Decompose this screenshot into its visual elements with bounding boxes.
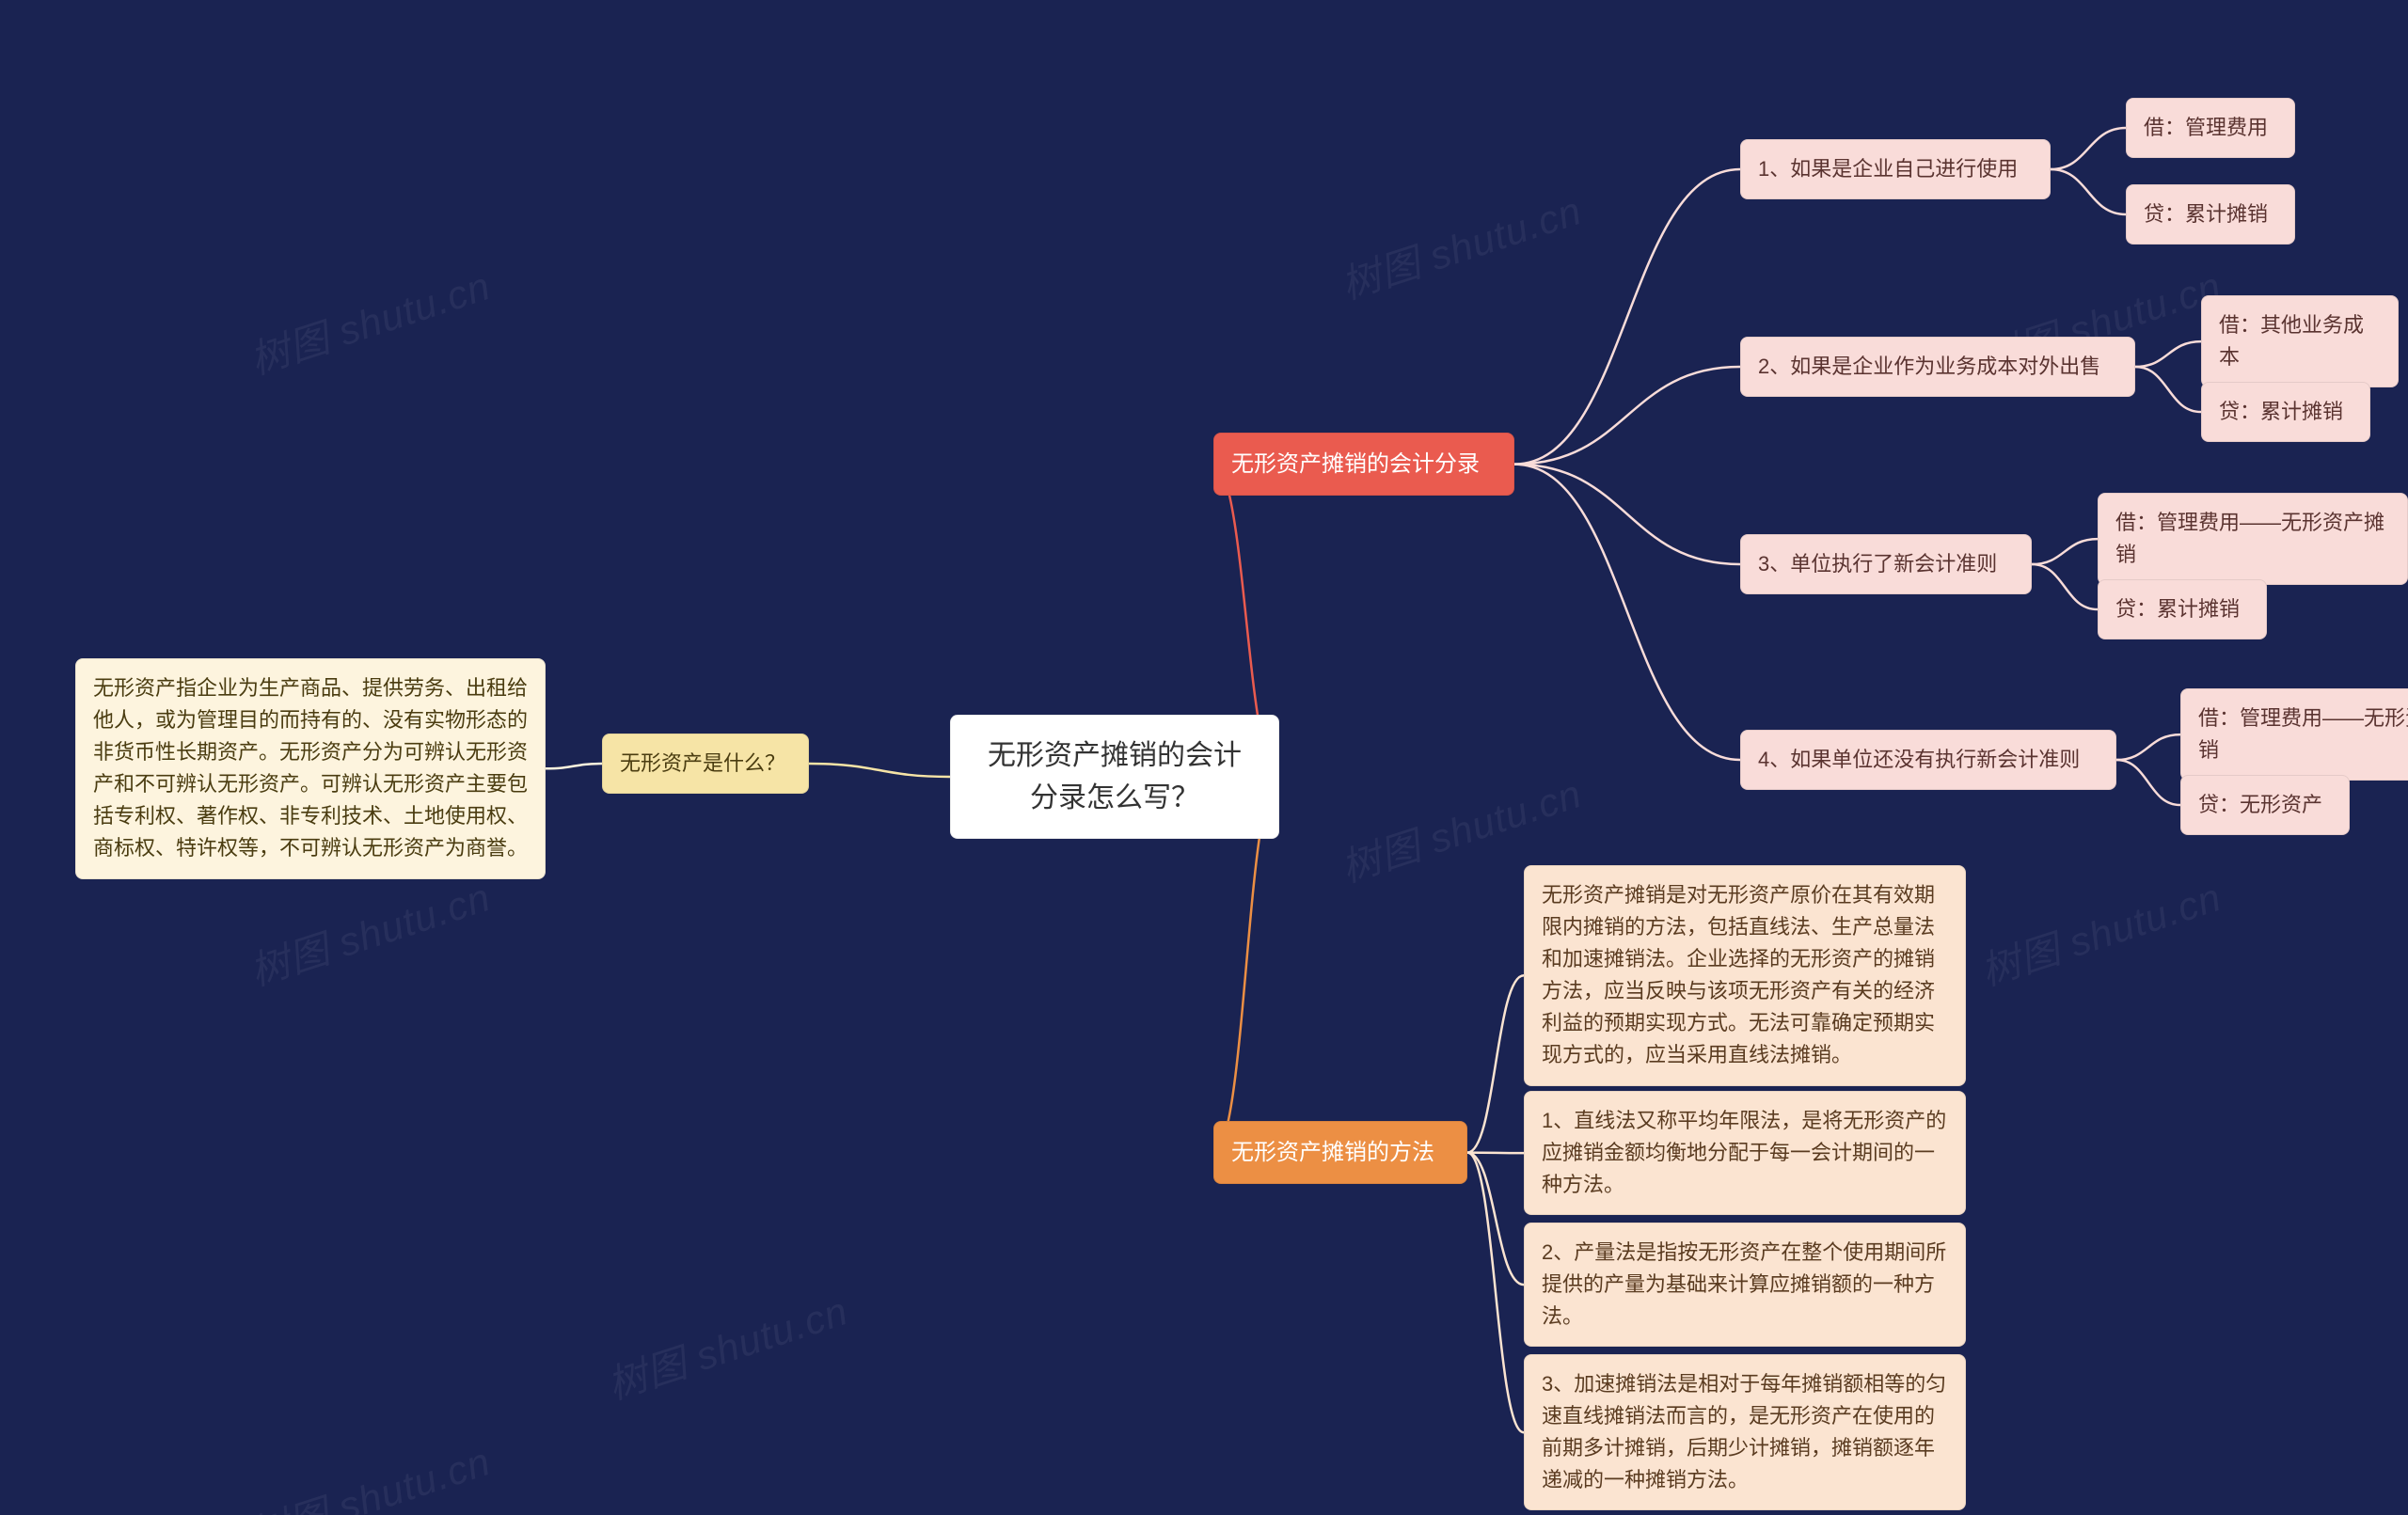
node-method-2: 2、产量法是指按无形资产在整个使用期间所提供的产量为基础来计算应摊销额的一种方法… [1524, 1223, 1966, 1347]
node-case-1[interactable]: 1、如果是企业自己进行使用 [1740, 139, 2051, 199]
node-method-3: 3、加速摊销法是相对于每年摊销额相等的匀速直线摊销法而言的，是无形资产在使用的前… [1524, 1354, 1966, 1510]
node-case-3-debit: 借：管理费用——无形资产摊销 [2098, 493, 2408, 585]
node-what[interactable]: 无形资产是什么？ [602, 734, 809, 794]
node-case-4-credit: 贷：无形资产 [2180, 775, 2350, 835]
node-case-4-debit: 借：管理费用——无形资产摊销 [2180, 688, 2408, 781]
node-case-1-debit: 借：管理费用 [2126, 98, 2295, 158]
node-case-4[interactable]: 4、如果单位还没有执行新会计准则 [1740, 730, 2116, 790]
node-section-methods[interactable]: 无形资产摊销的方法 [1213, 1121, 1467, 1184]
node-method-intro: 无形资产摊销是对无形资产原价在其有效期限内摊销的方法，包括直线法、生产总量法和加… [1524, 865, 1966, 1086]
node-section-entries[interactable]: 无形资产摊销的会计分录 [1213, 433, 1514, 496]
node-case-2-credit: 贷：累计摊销 [2201, 382, 2370, 442]
root-node[interactable]: 无形资产摊销的会计分录怎么写？ [950, 715, 1279, 839]
node-method-1: 1、直线法又称平均年限法，是将无形资产的应摊销金额均衡地分配于每一会计期间的一种… [1524, 1091, 1966, 1215]
node-case-2[interactable]: 2、如果是企业作为业务成本对外出售 [1740, 337, 2135, 397]
node-what-desc: 无形资产指企业为生产商品、提供劳务、出租给他人，或为管理目的而持有的、没有实物形… [75, 658, 546, 879]
node-case-3-credit: 贷：累计摊销 [2098, 579, 2267, 639]
node-case-2-debit: 借：其他业务成本 [2201, 295, 2399, 387]
node-case-3[interactable]: 3、单位执行了新会计准则 [1740, 534, 2032, 594]
node-case-1-credit: 贷：累计摊销 [2126, 184, 2295, 245]
